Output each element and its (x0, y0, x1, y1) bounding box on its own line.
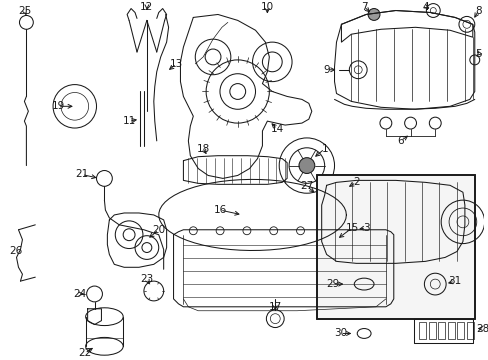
Bar (466, 321, 473, 339)
Circle shape (367, 9, 379, 21)
Bar (316, 175, 474, 319)
Text: 28: 28 (475, 324, 488, 333)
Text: 8: 8 (474, 5, 481, 15)
Text: 11: 11 (122, 116, 136, 126)
Text: 25: 25 (18, 5, 31, 15)
Text: 22: 22 (78, 348, 91, 358)
Text: 23: 23 (140, 274, 153, 284)
Text: 9: 9 (323, 65, 329, 75)
Text: 4: 4 (421, 1, 428, 12)
Text: 26: 26 (9, 247, 22, 256)
Text: 2: 2 (352, 177, 359, 187)
Bar (419, 321, 426, 339)
Text: 17: 17 (268, 302, 281, 312)
Bar (456, 321, 463, 339)
Bar (428, 321, 435, 339)
Text: 16: 16 (213, 205, 226, 215)
Text: 6: 6 (397, 136, 403, 146)
Circle shape (298, 158, 314, 174)
Bar (438, 321, 445, 339)
Bar (447, 321, 454, 339)
Text: 5: 5 (474, 49, 481, 59)
Text: 29: 29 (325, 279, 339, 289)
Text: 13: 13 (169, 59, 183, 69)
Text: 10: 10 (260, 1, 273, 12)
Bar (316, 175, 474, 319)
Text: 31: 31 (447, 276, 461, 286)
Text: 20: 20 (152, 225, 165, 235)
Text: 3: 3 (362, 223, 369, 233)
Text: 12: 12 (140, 1, 153, 12)
Text: 1: 1 (321, 144, 327, 154)
Text: 30: 30 (333, 328, 346, 338)
Text: 27: 27 (300, 181, 313, 191)
Text: 7: 7 (360, 1, 366, 12)
Text: 19: 19 (51, 101, 64, 111)
Text: 14: 14 (270, 124, 284, 134)
Circle shape (344, 223, 358, 237)
Text: 24: 24 (73, 289, 86, 299)
Text: 21: 21 (75, 170, 88, 179)
Text: 18: 18 (196, 144, 209, 154)
Text: 15: 15 (345, 223, 358, 233)
